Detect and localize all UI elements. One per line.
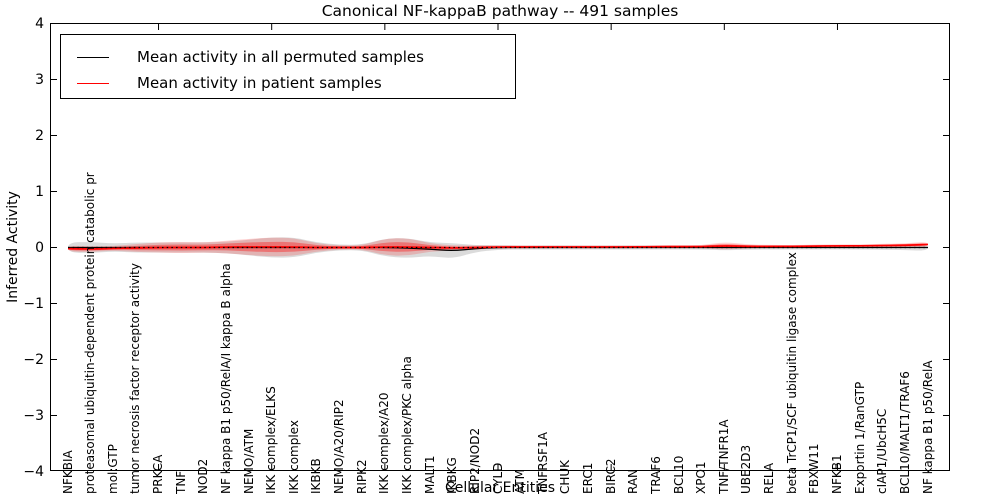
chart-title: Canonical NF-kappaB pathway -- 491 sampl… xyxy=(321,2,679,20)
x-category-label: IKK complex/ELKS xyxy=(264,386,279,494)
y-tick-label: 1 xyxy=(35,183,44,200)
y-tick-label: −1 xyxy=(23,295,44,312)
legend-label-permuted: Mean activity in all permuted samples xyxy=(137,48,424,66)
plot-area xyxy=(50,23,950,471)
x-category-label: Exportin 1/RanGTP xyxy=(852,381,867,494)
x-category-label: tumor necrosis factor receptor activity xyxy=(128,263,143,494)
x-category-label: IKK complex/PKC alpha xyxy=(399,356,414,494)
x-category-label: proteasomal ubiquitin-dependent protein … xyxy=(83,172,98,494)
y-tick-label: 3 xyxy=(35,71,44,88)
x-category-label: beta TrCP1/SCF ubiquitin ligase complex xyxy=(784,252,799,494)
legend-line-patient xyxy=(77,82,109,84)
legend-label-patient: Mean activity in patient samples xyxy=(137,74,382,92)
y-tick-label: 2 xyxy=(35,127,44,144)
x-axis-label: Cellular Entities xyxy=(444,480,556,496)
y-tick-label: 0 xyxy=(35,239,44,256)
legend-line-permuted xyxy=(77,56,109,58)
x-category-label: BCL10/MALT1/TRAF6 xyxy=(897,371,912,494)
y-tick-label: −2 xyxy=(23,351,44,368)
legend-row-permuted: Mean activity in all permuted samples xyxy=(61,43,424,71)
y-tick-label: −4 xyxy=(23,463,44,480)
legend-box: Mean activity in all permuted samples Me… xyxy=(60,34,516,99)
x-category-label: NF kappa B1 p50/RelA xyxy=(920,360,935,494)
y-tick-label: 4 xyxy=(35,15,44,32)
legend-row-patient: Mean activity in patient samples xyxy=(61,69,382,97)
y-tick-label: −3 xyxy=(23,407,44,424)
x-category-label: NF kappa B1 p50/RelA/I kappa B alpha xyxy=(218,263,233,494)
x-category-label: IKK complex/A20 xyxy=(377,392,392,494)
